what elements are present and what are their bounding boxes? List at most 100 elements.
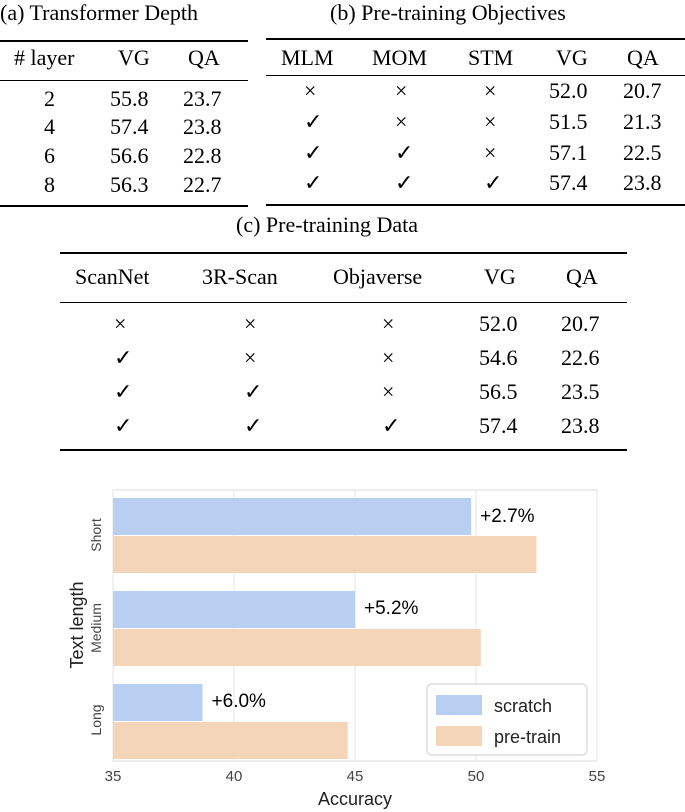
legend-swatch: [436, 695, 482, 715]
scratch-bar-long: [113, 684, 203, 721]
table-b-mark: ×: [395, 78, 408, 103]
table-c-header-objaverse: Objaverse: [333, 264, 423, 289]
table-c-mark: ×: [244, 311, 257, 336]
table-a-mid-rule: [0, 80, 248, 81]
table-b-mark: ×: [484, 140, 497, 165]
y-axis-label: Text length: [67, 581, 87, 668]
table-b-cell: 20.7: [623, 78, 662, 103]
chart-svg: +2.7% +5.2% +6.0% 35 40 45 50 55 Accuracy Short Me…: [67, 489, 606, 809]
table-c-mark: ✓: [114, 413, 133, 438]
table-c-mark: ×: [244, 345, 257, 370]
y-tick-label: Medium: [88, 603, 104, 653]
x-tick-label: 55: [589, 768, 606, 785]
table-a-cell: 8: [44, 172, 55, 197]
gain-annotation: +5.2%: [364, 598, 419, 619]
table-b-cell: 21.3: [623, 109, 662, 134]
table-b-mark: ✓: [484, 170, 503, 195]
table-a-cell: 22.7: [183, 172, 222, 197]
table-a-cell: 57.4: [110, 114, 149, 139]
table-c-mark: ×: [114, 311, 127, 336]
table-b-cell: 22.5: [623, 140, 662, 165]
pre-train-bar-short: [113, 536, 537, 573]
table-c-mark: ✓: [382, 413, 401, 438]
table-b-mark: ×: [484, 78, 497, 103]
table-c-mark: ×: [382, 379, 395, 404]
table-b-cell: 51.5: [549, 109, 588, 134]
scratch-bar-short: [113, 498, 472, 535]
table-b-cell: 52.0: [549, 78, 588, 103]
table-a-header-layer: # layer: [14, 45, 75, 70]
table-b-mark: ✓: [304, 109, 323, 134]
x-axis-label: Accuracy: [318, 789, 392, 809]
table-b-top-rule: [266, 38, 685, 40]
table-c-cell: 20.7: [561, 311, 600, 336]
table-a-header-vg: VG: [118, 45, 150, 70]
x-tick-label: 45: [347, 768, 364, 785]
table-c-header-vg: VG: [484, 264, 516, 289]
table-c-top-rule: [60, 252, 627, 254]
table-c-cell: 23.5: [561, 379, 600, 404]
table-c-caption: (c) Pre-training Data: [236, 212, 419, 237]
table-c-cell: 22.6: [561, 345, 600, 370]
table-b-cell: 57.1: [549, 140, 588, 165]
table-a-cell: 2: [44, 86, 55, 111]
pre-train-bar-long: [113, 722, 348, 759]
table-c-cell: 52.0: [479, 311, 518, 336]
table-a-header-qa: QA: [188, 45, 220, 70]
table-b-bottom-rule: [266, 204, 685, 206]
table-c-header-qa: QA: [566, 264, 598, 289]
table-a-top-rule: [0, 40, 248, 42]
table-a-cell: 56.6: [110, 143, 149, 168]
pre-train-bar-medium: [113, 629, 481, 666]
table-a-caption: (a) Transformer Depth: [0, 0, 198, 25]
table-b-header-stm: STM: [468, 45, 514, 70]
table-c-mark: ✓: [114, 345, 133, 370]
table-b-mark: ✓: [304, 170, 323, 195]
table-b-mark: ×: [484, 109, 497, 134]
accuracy-by-text-length-chart: +2.7% +5.2% +6.0% 35 40 45 50 55 Accuracy Short Me…: [0, 478, 685, 812]
table-b-cell: 23.8: [623, 170, 662, 195]
table-b-mark: ✓: [395, 140, 414, 165]
table-c-header-scannet: ScanNet: [75, 264, 150, 289]
table-b-caption: (b) Pre-training Objectives: [330, 0, 566, 25]
x-tick-label: 35: [105, 768, 122, 785]
y-tick-label: Short: [88, 518, 104, 552]
table-c-mark: ×: [382, 311, 395, 336]
x-tick-label: 50: [468, 768, 485, 785]
table-b-header-mom: MOM: [372, 45, 428, 70]
table-b-cell: 57.4: [549, 170, 588, 195]
table-a-cell: 23.8: [183, 114, 222, 139]
table-a-cell: 55.8: [110, 86, 149, 111]
legend-label: scratch: [494, 696, 552, 716]
table-b-header-vg: VG: [556, 45, 588, 70]
table-a-cell: 56.3: [110, 172, 149, 197]
table-a-cell: 22.8: [183, 143, 222, 168]
legend-swatch: [436, 726, 482, 746]
table-b-mid-rule: [266, 75, 685, 76]
table-c-bottom-rule: [60, 449, 627, 451]
table-b-mark: ✓: [304, 140, 323, 165]
table-c-header-3rscan: 3R-Scan: [202, 264, 278, 289]
table-a-cell: 4: [44, 114, 55, 139]
y-tick-label: Long: [88, 704, 104, 735]
table-b-mark: ×: [304, 78, 317, 103]
table-c-mark: ×: [382, 345, 395, 370]
table-c-cell: 54.6: [479, 345, 518, 370]
x-tick-label: 40: [226, 768, 243, 785]
table-b-header-qa: QA: [627, 45, 659, 70]
table-c-cell: 57.4: [479, 413, 518, 438]
table-c-cell: 56.5: [479, 379, 518, 404]
table-c-mark: ✓: [244, 413, 263, 438]
table-b-header-mlm: MLM: [281, 45, 334, 70]
table-c-mark: ✓: [114, 379, 133, 404]
table-a-cell: 23.7: [183, 86, 222, 111]
table-c-cell: 23.8: [561, 413, 600, 438]
table-b-mark: ×: [395, 109, 408, 134]
gain-annotation: +2.7%: [480, 506, 535, 527]
table-c-mid-rule: [60, 302, 627, 303]
table-a-bottom-rule: [0, 205, 248, 207]
legend-label: pre-train: [494, 727, 561, 747]
table-c-mark: ✓: [244, 379, 263, 404]
table-b-mark: ✓: [395, 170, 414, 195]
gain-annotation: +6.0%: [212, 691, 267, 712]
